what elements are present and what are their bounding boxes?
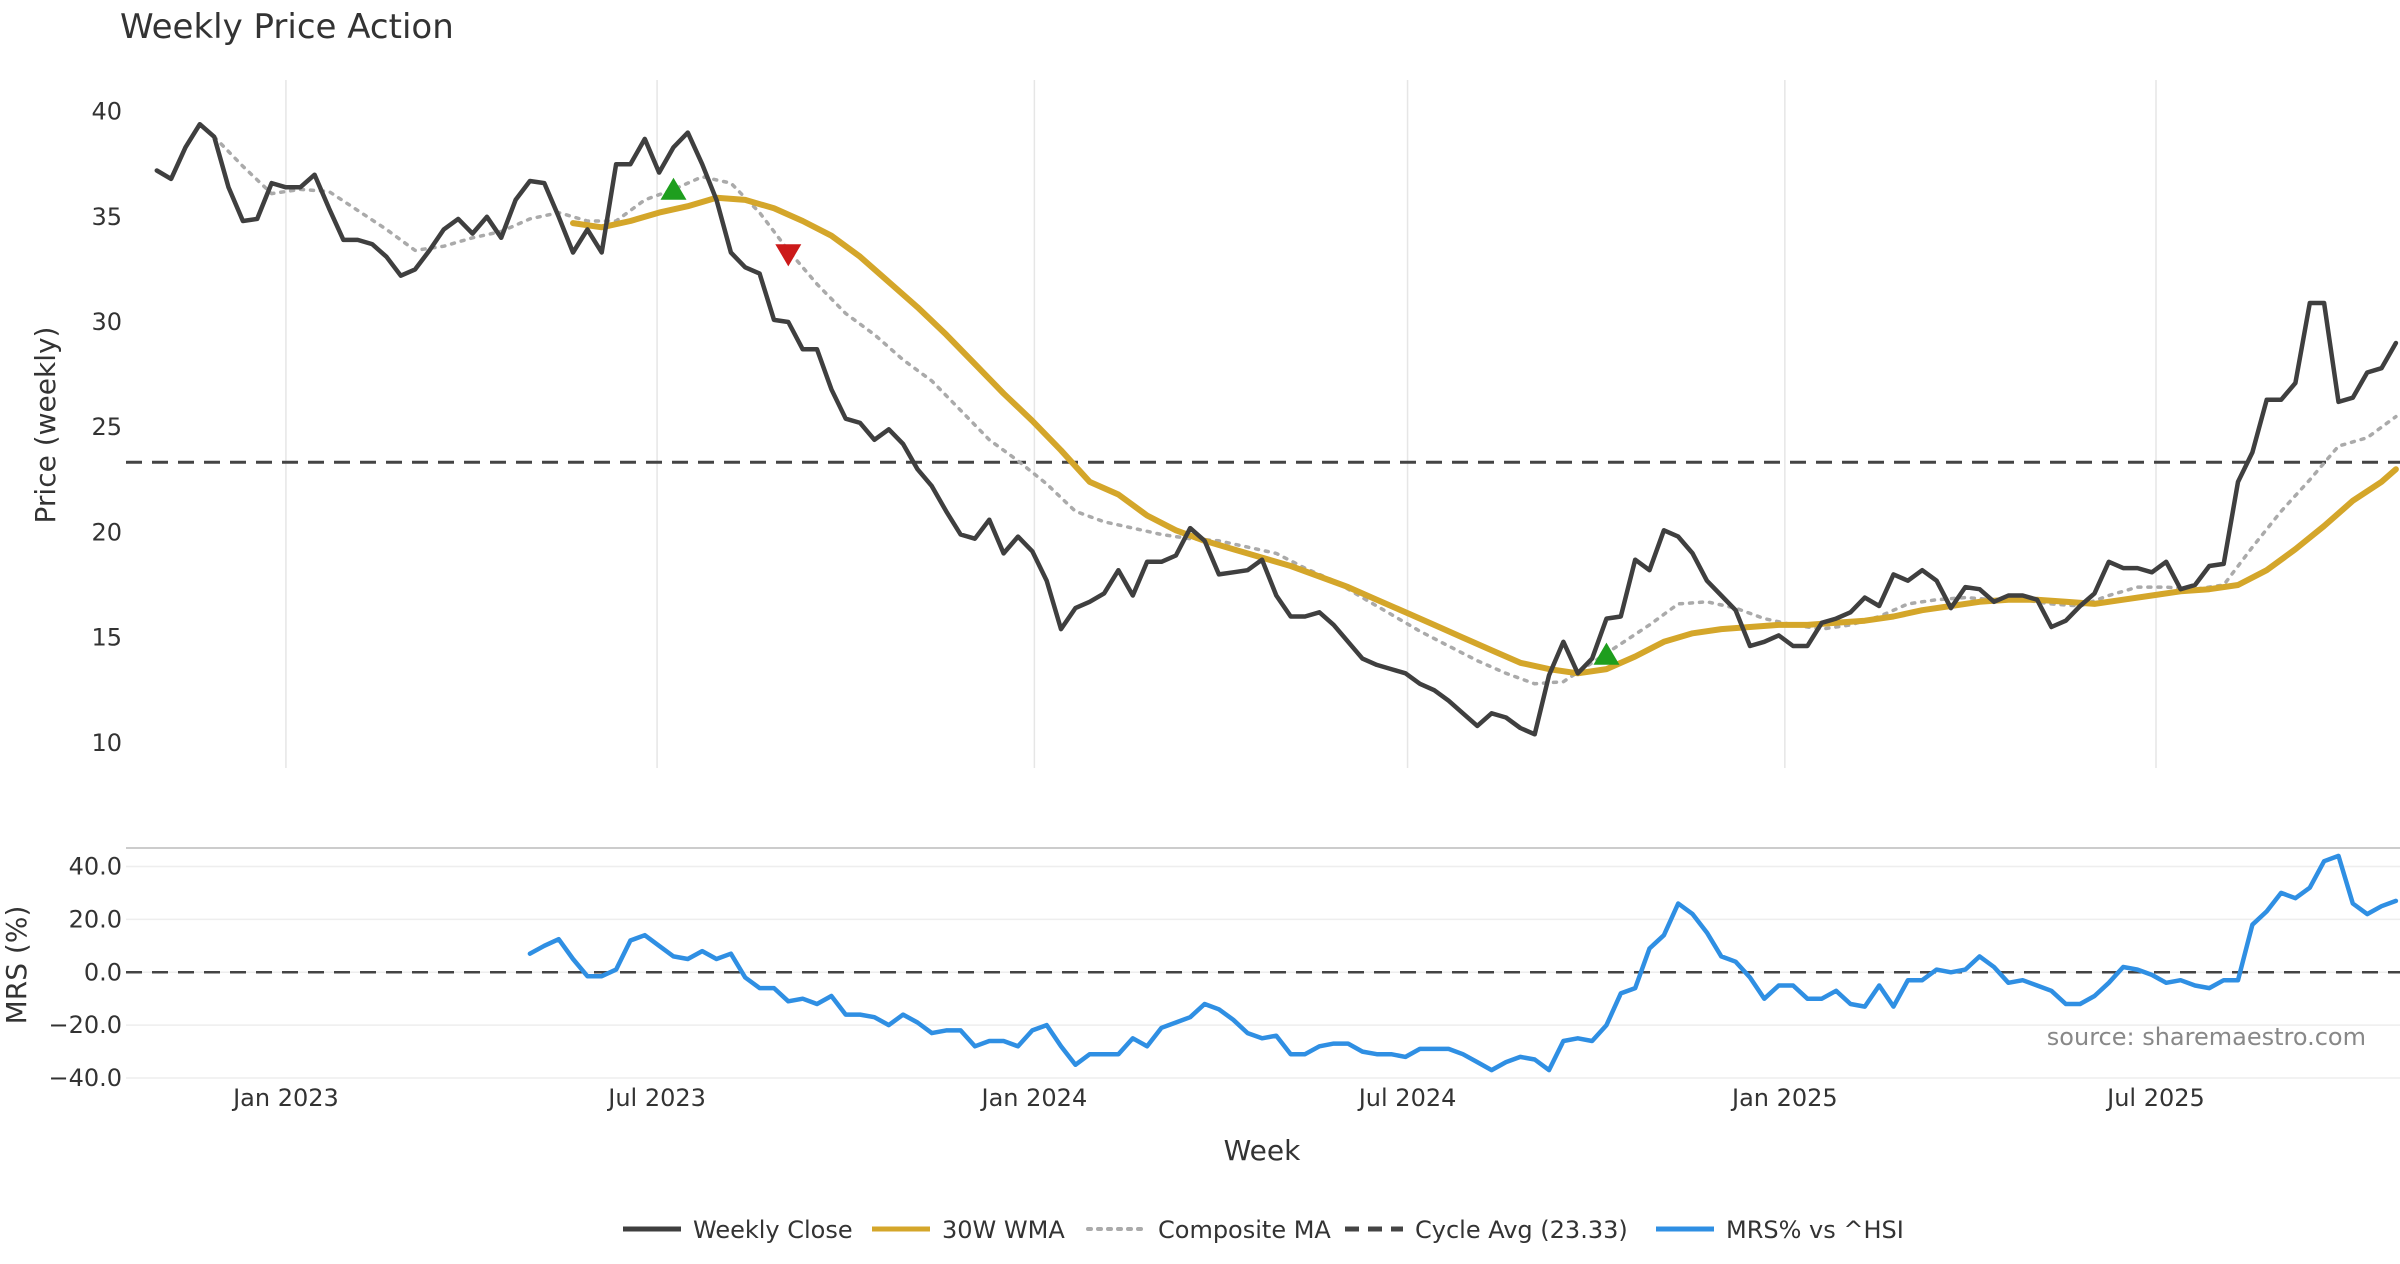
mrs-y-tick-label: −40.0 [48, 1064, 122, 1092]
chart-title: Weekly Price Action [120, 7, 454, 47]
price-y-tick-label: 10 [91, 729, 122, 757]
x-tick-label: Jul 2024 [1357, 1084, 1457, 1112]
buy-signal-marker [1593, 642, 1620, 665]
legend-label: MRS% vs ^HSI [1726, 1216, 1904, 1244]
weekly-close-line [154, 121, 2399, 737]
price-y-tick-label: 25 [91, 413, 122, 441]
price-y-axis-label: Price (weekly) [29, 327, 62, 524]
price-y-tick-label: 20 [91, 518, 122, 546]
legend: Weekly Close 30W WMA Composite MA Cycle Avg… [623, 1216, 1904, 1244]
mrs-line [527, 853, 2399, 1073]
legend-label: Composite MA [1158, 1216, 1331, 1244]
wma-30w-line [570, 194, 2399, 677]
mrs-plot [126, 853, 2400, 1073]
price-plot [126, 121, 2400, 737]
mrs-y-tick-label: −20.0 [48, 1011, 122, 1039]
price-y-tick-label: 30 [91, 308, 122, 336]
price-y-tick-label: 35 [91, 203, 122, 231]
top-grid [285, 80, 2157, 768]
price-y-ticks: 10 15 20 25 30 35 40 [91, 98, 122, 757]
bottom-grid [126, 847, 2400, 1079]
x-axis-label: Week [1224, 1134, 1301, 1167]
x-ticks: Jan 2023 Jul 2023 Jan 2024 Jul 2024 Jan 2025… [231, 1084, 2205, 1112]
x-tick-label: Jan 2024 [980, 1084, 1088, 1112]
legend-label: 30W WMA [942, 1216, 1065, 1244]
mrs-y-tick-label: 20.0 [69, 905, 122, 933]
legend-label: Cycle Avg (23.33) [1415, 1216, 1628, 1244]
price-y-tick-label: 40 [91, 98, 122, 126]
x-tick-label: Jul 2023 [606, 1084, 706, 1112]
legend-label: Weekly Close [693, 1216, 853, 1244]
mrs-y-ticks: −40.0 −20.0 0.0 20.0 40.0 [48, 853, 122, 1092]
x-tick-label: Jan 2023 [231, 1084, 339, 1112]
mrs-y-tick-label: 40.0 [69, 853, 122, 881]
mrs-y-tick-label: 0.0 [84, 958, 122, 986]
buy-signal-marker [660, 177, 687, 200]
sell-signal-marker [775, 244, 802, 267]
price-y-tick-label: 15 [91, 624, 122, 652]
x-tick-label: Jan 2025 [1730, 1084, 1838, 1112]
source-annotation: source: sharemaestro.com [2047, 1023, 2366, 1051]
mrs-y-axis-label: MRS (%) [0, 906, 33, 1025]
x-tick-label: Jul 2025 [2105, 1084, 2205, 1112]
